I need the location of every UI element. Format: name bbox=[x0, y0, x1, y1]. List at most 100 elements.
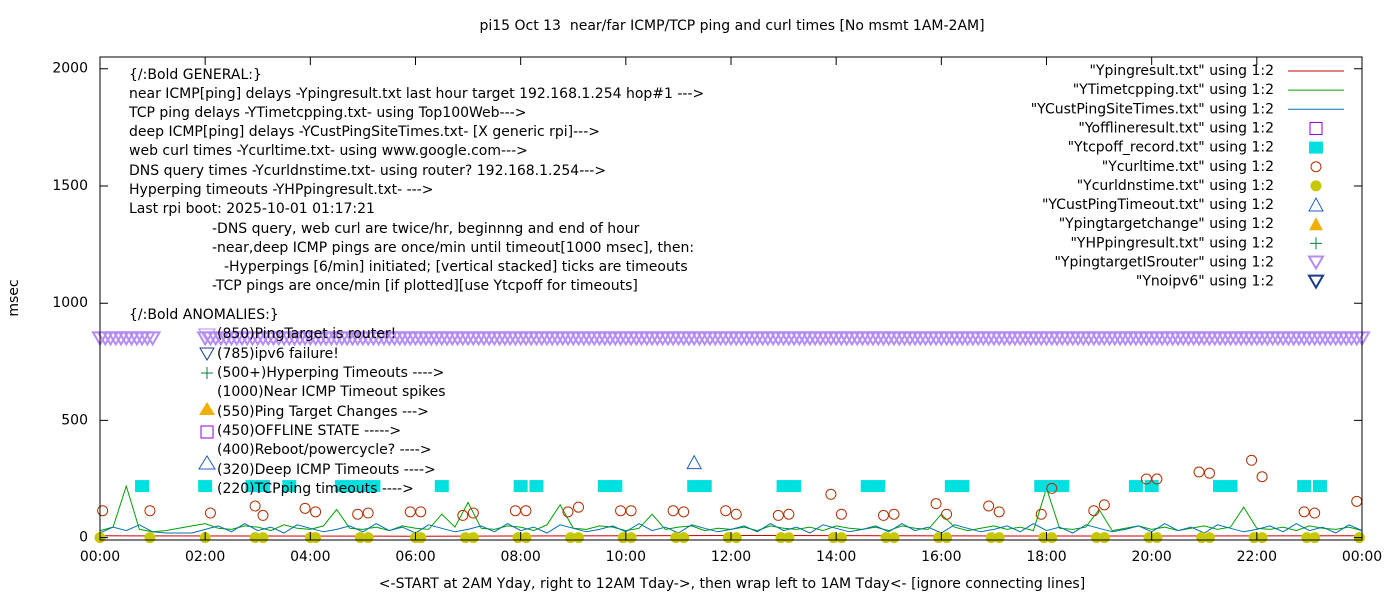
data-point bbox=[299, 502, 311, 514]
data-point bbox=[860, 480, 875, 493]
data-point bbox=[573, 532, 585, 544]
annotation: Last rpi boot: 2025-10-01 01:17:21 bbox=[129, 201, 375, 217]
data-point bbox=[787, 480, 802, 493]
data-point bbox=[1151, 532, 1163, 544]
annotation: {/:Bold GENERAL:} bbox=[129, 67, 262, 83]
annotation: (500+)Hyperping Timeouts ----> bbox=[217, 365, 444, 381]
legend-swatch bbox=[1310, 161, 1322, 173]
legend-label: "Ytcpoff_record.txt" using 1:2 bbox=[1068, 140, 1274, 156]
data-point bbox=[249, 500, 261, 512]
data-point bbox=[144, 532, 156, 544]
x-tick-label: 20:00 bbox=[1131, 549, 1171, 565]
data-point bbox=[310, 506, 322, 518]
y-axis-label: msec bbox=[6, 279, 22, 316]
annotation: DNS query times -Ycurldnstime.txt- using… bbox=[129, 163, 606, 179]
data-point bbox=[1309, 532, 1321, 544]
legend-label: "Yofflineresult.txt" using 1:2 bbox=[1078, 120, 1274, 136]
legend-swatch bbox=[1308, 196, 1324, 212]
data-point bbox=[877, 509, 889, 521]
legend-label: "Ycurldnstime.txt" using 1:2 bbox=[1077, 178, 1274, 194]
legend-swatch bbox=[1310, 237, 1322, 250]
data-point bbox=[993, 532, 1005, 544]
x-axis-label: <-START at 2AM Yday, right to 12AM Tday-… bbox=[379, 576, 1085, 592]
annotation: (450)OFFLINE STATE -----> bbox=[217, 423, 401, 439]
annotation: (220)TCPping timeouts ----> bbox=[217, 481, 414, 497]
data-point bbox=[245, 480, 260, 493]
data-point bbox=[434, 480, 449, 493]
data-point bbox=[993, 506, 1005, 518]
data-point bbox=[1298, 506, 1310, 518]
annotation: near ICMP[ping] delays -Ypingresult.txt … bbox=[129, 86, 704, 102]
legend-label: "YCustPingSiteTimes.txt" using 1:2 bbox=[1031, 101, 1274, 117]
data-point bbox=[686, 454, 703, 470]
data-point bbox=[1246, 454, 1258, 466]
data-point bbox=[615, 505, 627, 517]
data-point bbox=[1098, 499, 1110, 511]
data-point bbox=[783, 532, 795, 544]
data-point bbox=[720, 505, 732, 517]
data-point bbox=[282, 480, 297, 493]
chart-title: pi15 Oct 13 near/far ICMP/TCP ping and c… bbox=[479, 18, 984, 34]
data-point bbox=[825, 488, 837, 500]
legend-label: "YCustPingTimeout.txt" using 1:2 bbox=[1042, 197, 1274, 213]
data-point bbox=[573, 501, 585, 513]
legend-swatch bbox=[1309, 121, 1323, 135]
data-point bbox=[1034, 480, 1049, 493]
legend-label: "Ypingtargetchange" using 1:2 bbox=[1059, 216, 1274, 232]
data-point bbox=[1204, 467, 1216, 479]
data-point bbox=[1312, 480, 1327, 493]
x-tick-label: 16:00 bbox=[921, 549, 961, 565]
data-point bbox=[467, 532, 479, 544]
data-point bbox=[415, 532, 427, 544]
data-point bbox=[1144, 480, 1159, 493]
data-point bbox=[678, 506, 690, 518]
data-point bbox=[697, 480, 712, 493]
data-point bbox=[366, 480, 381, 493]
data-point bbox=[1046, 532, 1058, 544]
data-point bbox=[1213, 480, 1228, 493]
data-point bbox=[520, 505, 532, 517]
legend-swatch bbox=[1309, 141, 1323, 154]
data-point bbox=[678, 532, 690, 544]
data-point bbox=[1098, 532, 1110, 544]
data-point bbox=[520, 532, 532, 544]
legend-label: "Ycurltime.txt" using 1:2 bbox=[1102, 159, 1274, 175]
legend-label: "Ynoipv6" using 1:2 bbox=[1136, 274, 1274, 290]
data-point bbox=[944, 480, 959, 493]
legend-label: "YTimetcpping.txt" using 1:2 bbox=[1073, 82, 1274, 98]
data-point bbox=[355, 480, 370, 493]
icon bbox=[200, 425, 214, 439]
annotation: Hyperping timeouts -YHPpingresult.txt- -… bbox=[129, 182, 434, 198]
data-point bbox=[1055, 480, 1070, 493]
x-tick-label: 18:00 bbox=[1026, 549, 1066, 565]
annotation: TCP ping delays -YTimetcpping.txt- using… bbox=[128, 105, 526, 121]
icon bbox=[198, 455, 216, 470]
data-point bbox=[1035, 508, 1047, 520]
data-point bbox=[257, 509, 269, 521]
data-point bbox=[144, 505, 156, 517]
x-tick-label: 12:00 bbox=[711, 549, 751, 565]
x-tick-label: 08:00 bbox=[500, 549, 540, 565]
data-point bbox=[1204, 532, 1216, 544]
data-point bbox=[835, 532, 847, 544]
data-point bbox=[776, 480, 791, 493]
data-point bbox=[783, 508, 795, 520]
data-point bbox=[257, 532, 269, 544]
data-point bbox=[625, 505, 637, 517]
anomaly-icons bbox=[198, 328, 216, 470]
legend-swatch bbox=[1307, 255, 1325, 271]
data-point bbox=[457, 509, 469, 521]
data-point bbox=[941, 508, 953, 520]
data-point bbox=[625, 532, 637, 544]
data-point bbox=[256, 480, 271, 493]
annotation: -DNS query, web curl are twice/hr, begin… bbox=[212, 221, 640, 237]
y-tick-label: 2000 bbox=[52, 61, 88, 77]
data-point bbox=[513, 480, 528, 493]
y-tick-label: 500 bbox=[61, 412, 88, 428]
data-point bbox=[404, 506, 416, 518]
data-point bbox=[135, 480, 150, 493]
annotation: (400)Reboot/powercycle? ----> bbox=[217, 442, 432, 458]
data-point bbox=[1297, 480, 1312, 493]
